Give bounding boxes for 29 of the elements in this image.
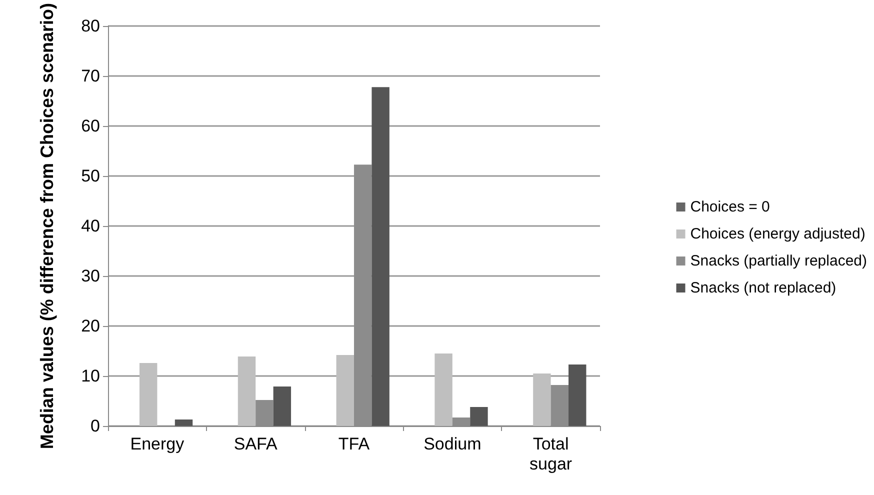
y-axis-title: Median values (% difference from Choices scenario) xyxy=(37,2,57,450)
y-tick-label: 0 xyxy=(90,416,100,436)
bar xyxy=(139,363,158,426)
y-tick-label: 60 xyxy=(81,116,100,136)
y-tick-label: 40 xyxy=(81,216,100,236)
y-tick-label: 20 xyxy=(81,316,100,336)
y-tick-label: 70 xyxy=(81,66,100,86)
x-tick-label: TFA xyxy=(338,434,370,454)
bar xyxy=(174,420,193,426)
bar xyxy=(336,355,354,426)
legend-label: Snacks (partially replaced) xyxy=(690,252,868,270)
legend-label: Snacks (not replaced) xyxy=(690,280,836,296)
x-tick-label: Energy xyxy=(130,434,185,454)
bar xyxy=(273,386,292,426)
y-tick-label: 10 xyxy=(81,366,100,386)
bar xyxy=(568,364,586,426)
legend-label: Choices = 0 xyxy=(690,198,770,216)
bar xyxy=(533,374,551,426)
bar xyxy=(238,356,256,426)
bar xyxy=(470,407,488,426)
y-tick-label: 50 xyxy=(81,166,100,186)
legend-label: Choices (energy adjusted) xyxy=(690,226,866,242)
x-tick-label: SAFA xyxy=(234,434,278,454)
x-tick-label: Sodium xyxy=(424,434,482,454)
bar xyxy=(434,354,452,426)
bar xyxy=(372,87,390,426)
y-tick-label: 80 xyxy=(81,16,100,36)
y-tick-label: 30 xyxy=(81,266,100,286)
x-tick-label: Total sugar xyxy=(530,434,572,474)
